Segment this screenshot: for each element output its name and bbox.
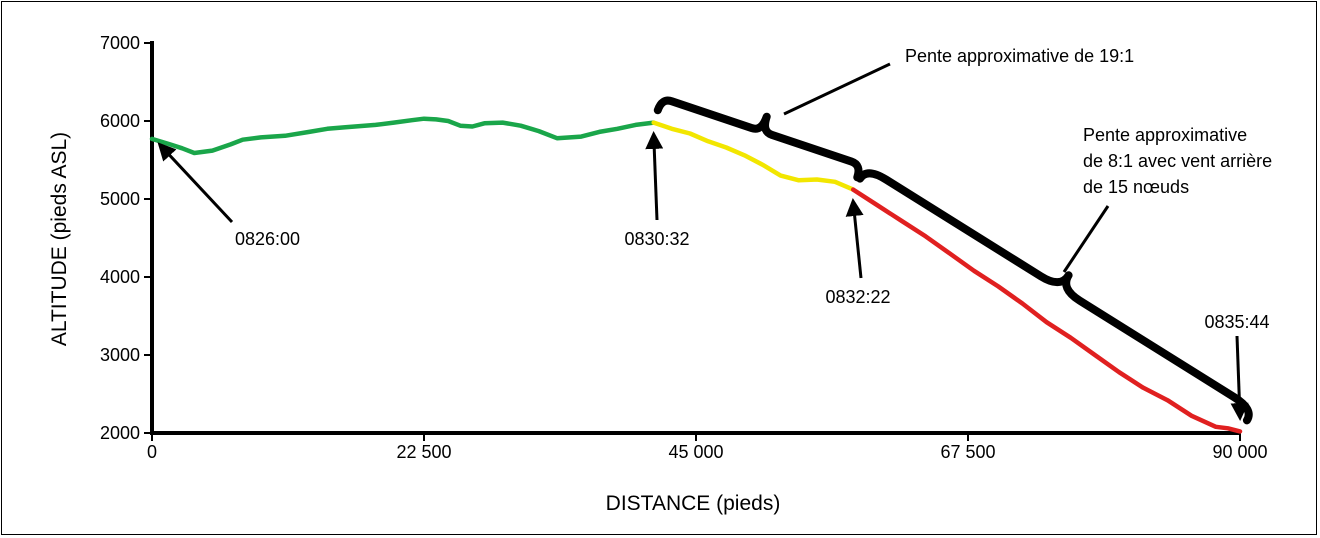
time-arrow-1 [157, 142, 234, 224]
slope-note-8-to-1: Pente approximative [1083, 125, 1247, 145]
y-tick-label: 4000 [100, 267, 140, 287]
y-axis-title: ALTITUDE (pieds ASL) [48, 132, 71, 346]
axes: 2000 3000 4000 5000 6000 7000 0 22 500 45 000 67 … [100, 33, 1268, 462]
series-line-3 [850, 187, 1243, 434]
slope-note-8-to-1-leader [1062, 205, 1110, 273]
x-tick-label: 0 [147, 442, 157, 462]
slope-note-8-to-1: de 15 nœuds [1083, 177, 1189, 197]
x-tick-label: 90 000 [1212, 442, 1267, 462]
series-line-1 [149, 116, 656, 156]
time-label-1: 0826:00 [235, 229, 300, 249]
x-axis-title: DISTANCE (pieds) [606, 492, 781, 515]
slope-braces [653, 96, 1253, 425]
slope-note-8-to-1: de 8:1 avec vent arrière [1083, 151, 1272, 171]
series-group [149, 116, 1243, 434]
series-line-2 [651, 120, 856, 192]
time-arrow-4 [1230, 335, 1249, 422]
x-tick-label: 67 500 [940, 442, 995, 462]
brace-19-to-1 [653, 96, 863, 182]
y-tick-label: 6000 [100, 111, 140, 131]
y-tick-label: 7000 [100, 33, 140, 53]
x-tick-label: 45 000 [668, 442, 723, 462]
y-tick-label: 2000 [100, 423, 140, 443]
annotations: 0826:00 0830:32 0832:22 0835:44 Pente approx… [157, 46, 1272, 422]
time-label-3: 0832:22 [825, 287, 890, 307]
brace-8-to-1 [856, 169, 1253, 425]
slope-note-19-to-1-leader [783, 62, 891, 116]
time-arrow-3 [845, 198, 864, 279]
time-label-2: 0830:32 [624, 229, 689, 249]
y-tick-label: 5000 [100, 189, 140, 209]
x-tick-label: 22 500 [396, 442, 451, 462]
y-tick-label: 3000 [100, 345, 140, 365]
slope-note-19-to-1: Pente approximative de 19:1 [905, 46, 1134, 66]
time-label-4: 0835:44 [1204, 312, 1269, 332]
time-arrow-2 [645, 130, 664, 221]
